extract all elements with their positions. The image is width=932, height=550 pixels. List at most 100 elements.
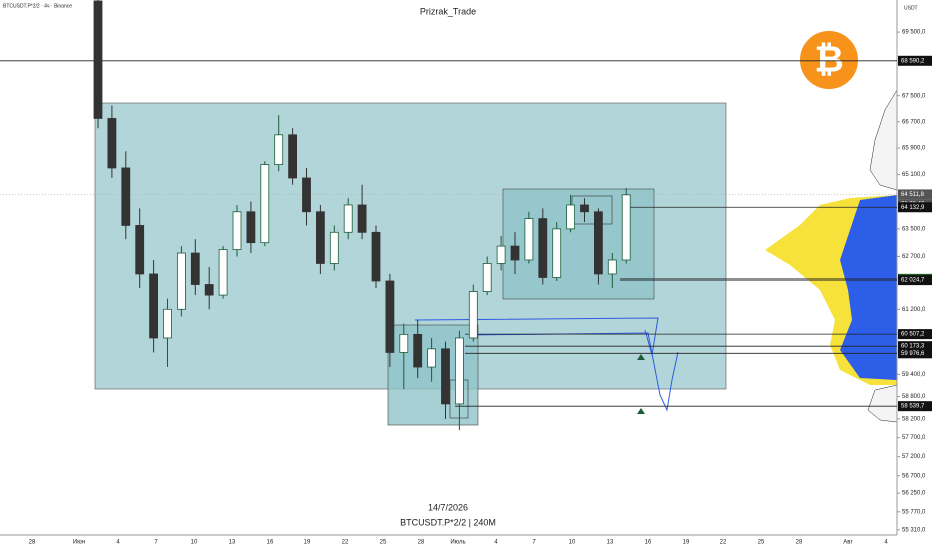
level-badge [898, 348, 932, 359]
y-tick-label: 66 700,0 [902, 119, 926, 125]
candle-body [538, 218, 548, 278]
level-badge [898, 202, 932, 213]
y-tick-label: 56 700,0 [902, 473, 926, 479]
candle-body [232, 211, 242, 250]
candle-body [427, 348, 437, 368]
currency-label: USDT [904, 5, 918, 11]
candle-body [594, 211, 603, 275]
level-label: 64 132,9 [901, 205, 925, 211]
y-tick-label: 59 400,0 [902, 372, 926, 378]
x-tick-label: Авг [843, 540, 853, 546]
y-tick-label: 69 500,0 [902, 30, 926, 36]
candle-body [135, 225, 145, 275]
y-tick-label: 57 200,0 [902, 454, 926, 460]
x-tick-label: 4 [494, 540, 498, 546]
x-tick-label: 16 [645, 540, 652, 546]
x-tick-label: 25 [758, 540, 765, 546]
candle-body [413, 333, 423, 368]
candle-body [176, 252, 186, 310]
y-tick-label: 61 200,0 [902, 307, 926, 313]
candle-body [566, 204, 575, 230]
y-tick-label: 65 100,0 [902, 172, 926, 178]
level-badge [898, 341, 932, 352]
x-tick-label: 7 [532, 540, 536, 546]
candle-body [302, 177, 311, 213]
x-tick-label: Июн [73, 540, 85, 546]
candle-body [260, 164, 270, 244]
candle-body [218, 249, 228, 296]
candle-body [329, 231, 339, 264]
candle-body [246, 211, 256, 244]
footer-symbol: BTCUSDT.P*2/2 | 240M [400, 517, 496, 527]
arrow-icon [637, 354, 645, 360]
bitcoin-logo [798, 29, 860, 91]
x-tick-label: 22 [342, 540, 349, 546]
level-badge [898, 275, 932, 286]
level-label: 59 976,6 [901, 351, 925, 357]
x-tick-label: 7 [154, 540, 158, 546]
level-label: 60 507,2 [901, 332, 925, 338]
candle-body [274, 134, 284, 166]
candle-body [93, 0, 103, 119]
x-tick-label: 28 [796, 540, 803, 546]
bitcoin-symbol: ₿ [814, 39, 843, 80]
candle-body [315, 211, 325, 264]
candle-body [190, 252, 200, 285]
y-tick-label: 67 500,0 [902, 93, 926, 99]
level-badge [898, 329, 932, 340]
candle-body [343, 204, 353, 233]
x-tick-label: 4 [116, 540, 120, 546]
candle-body [552, 228, 562, 278]
candle-body [441, 348, 450, 405]
symbol-label: BTCUSDT.P*2/2 · 4ч · Binance [3, 3, 72, 9]
candle-body [107, 118, 117, 169]
y-tick-label: 55 770,0 [902, 509, 926, 515]
x-tick-label: 25 [380, 540, 387, 546]
candle-body [163, 308, 172, 339]
level-label: 62 024,7 [901, 278, 925, 284]
candle-body [482, 263, 492, 292]
candle-body [621, 194, 631, 261]
x-tick-label: 28 [29, 540, 36, 546]
candle-body [149, 273, 159, 339]
x-tick-label: 22 [720, 540, 727, 546]
y-tick-label: 57 700,0 [902, 435, 926, 441]
x-tick-label: 10 [191, 540, 198, 546]
chart-title: Prizrak_Trade [420, 6, 476, 16]
candle-body [357, 204, 367, 233]
x-tick-label: 19 [683, 540, 690, 546]
x-tick-label: Июль [450, 540, 465, 546]
x-tick-label: 4 [884, 540, 888, 546]
footer-date: 14/7/2026 [428, 502, 468, 512]
candle-body [468, 291, 478, 339]
candle-body [385, 280, 395, 353]
candle-body [288, 134, 298, 179]
level-label: 68 590,2 [901, 58, 925, 64]
x-tick-label: 13 [607, 540, 614, 546]
y-tick-label: 55 310,0 [902, 527, 926, 533]
x-tick-label: 28 [418, 540, 425, 546]
arrow-icon [637, 408, 645, 414]
y-tick-label: 63 500,0 [902, 226, 926, 232]
candle-body [496, 245, 506, 264]
level-badge [898, 189, 932, 200]
y-tick-label: 58 800,0 [902, 394, 926, 400]
y-tick-label: 56 250,0 [902, 491, 926, 497]
projection-arrow [414, 317, 659, 356]
y-tick-label: 58 200,0 [902, 416, 926, 422]
level-badge [898, 401, 932, 412]
x-tick-label: 19 [304, 540, 311, 546]
candle-body [204, 284, 214, 296]
x-tick-label: 10 [569, 540, 576, 546]
candle-body [121, 167, 131, 226]
candle-body [607, 259, 617, 275]
x-tick-label: 13 [229, 540, 236, 546]
candle-body [454, 337, 464, 405]
level-label: 60 173,3 [901, 344, 925, 350]
level-badge [898, 55, 932, 66]
y-tick-label: 65 900,0 [902, 146, 926, 152]
level-label: 58 539,7 [901, 404, 925, 410]
candle-body [524, 218, 534, 261]
candle-body [510, 245, 520, 261]
